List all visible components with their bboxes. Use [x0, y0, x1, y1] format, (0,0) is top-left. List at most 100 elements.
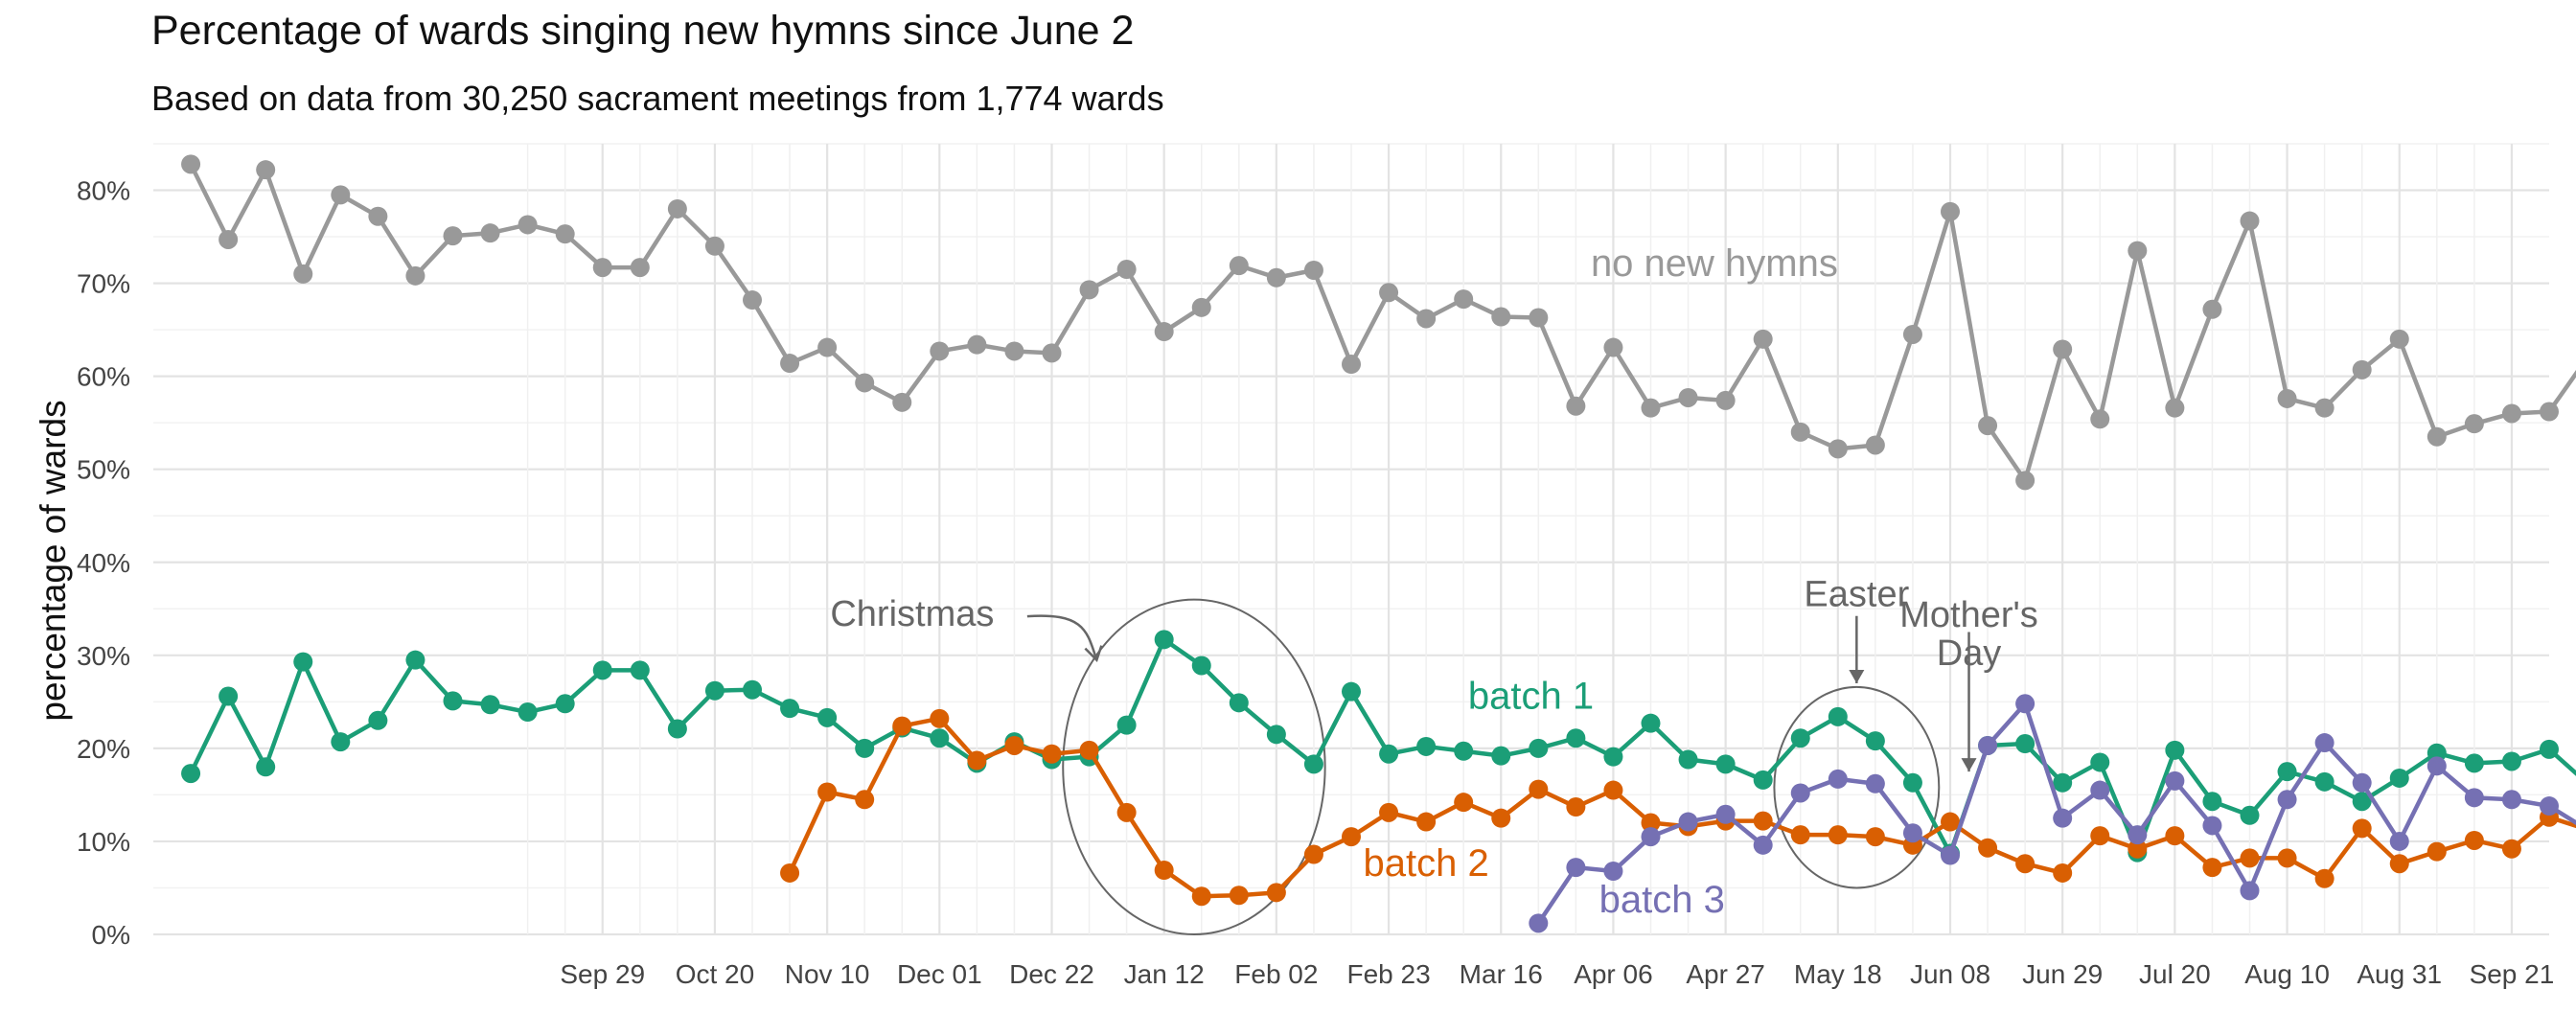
data-point-batch-3 — [2053, 808, 2073, 828]
data-point-no-new-hymns — [1491, 307, 1511, 327]
data-point-batch-2 — [1191, 886, 1211, 907]
data-point-batch-1 — [1753, 770, 1773, 790]
data-point-batch-1 — [256, 757, 276, 777]
data-point-batch-2 — [1342, 827, 1361, 847]
data-point-batch-1 — [2314, 771, 2334, 792]
data-point-batch-3 — [2277, 790, 2297, 810]
x-tick-label: Aug 10 — [2244, 959, 2330, 989]
data-point-batch-2 — [855, 790, 875, 810]
data-point-batch-2 — [1004, 735, 1024, 755]
data-point-batch-1 — [1828, 706, 1848, 726]
series-label-batch-1: batch 1 — [1468, 676, 1594, 718]
data-point-batch-2 — [1229, 886, 1249, 906]
data-point-no-new-hymns — [1303, 261, 1323, 280]
data-point-batch-1 — [443, 691, 463, 711]
data-point-batch-2 — [1828, 825, 1848, 845]
data-point-batch-2 — [1154, 861, 1174, 881]
series-batch-3 — [1529, 694, 2576, 933]
data-point-no-new-hymns — [1753, 329, 1773, 349]
data-point-batch-3 — [1790, 783, 1810, 803]
x-tick-label: Jul 20 — [2139, 959, 2211, 989]
data-point-no-new-hymns — [630, 258, 650, 278]
data-point-batch-2 — [1790, 825, 1810, 845]
data-point-no-new-hymns — [1603, 337, 1623, 357]
x-tick-label: Feb 23 — [1346, 959, 1430, 989]
data-point-no-new-hymns — [2389, 329, 2409, 349]
data-point-batch-3 — [1941, 845, 1960, 865]
data-point-batch-3 — [1828, 769, 1848, 789]
data-point-no-new-hymns — [2015, 471, 2036, 491]
data-point-batch-1 — [1342, 681, 1361, 702]
annotation-arrowhead-mothers-day — [1961, 758, 1977, 772]
y-tick-label: 20% — [77, 734, 130, 764]
y-tick-label: 30% — [77, 641, 130, 671]
data-point-batch-1 — [2165, 740, 2185, 760]
data-point-no-new-hymns — [1790, 422, 1810, 442]
data-point-batch-1 — [2277, 762, 2297, 782]
data-point-batch-2 — [1941, 812, 1960, 832]
series-label-no-new-hymns: no new hymns — [1591, 242, 1838, 285]
x-tick-label: Feb 02 — [1234, 959, 1318, 989]
data-point-batch-2 — [1491, 808, 1511, 828]
x-tick-label: Apr 06 — [1574, 959, 1653, 989]
data-point-batch-1 — [1902, 772, 1922, 793]
data-point-no-new-hymns — [555, 224, 575, 244]
data-point-no-new-hymns — [331, 185, 351, 205]
data-point-batch-2 — [1865, 827, 1885, 847]
data-point-no-new-hymns — [855, 373, 875, 393]
data-point-batch-2 — [1042, 744, 1062, 764]
data-point-batch-1 — [480, 695, 500, 715]
data-point-batch-2 — [2053, 862, 2073, 883]
data-point-batch-3 — [2090, 780, 2110, 800]
data-point-batch-2 — [2314, 868, 2334, 888]
data-point-batch-1 — [2501, 751, 2521, 771]
axis-tick-labels: 0% 10% 20% 30% 40% 50% 60% 70% 80% Sep 29 Oct 20 No… — [77, 176, 2554, 989]
data-point-batch-2 — [967, 750, 987, 770]
data-point-batch-2 — [1641, 813, 1661, 833]
data-point-no-new-hymns — [2426, 426, 2447, 447]
x-tick-label: Aug 31 — [2357, 959, 2442, 989]
y-tick-label: 60% — [77, 362, 130, 392]
data-point-batch-2 — [2352, 818, 2372, 839]
data-point-no-new-hymns — [704, 236, 724, 256]
series-layer — [181, 154, 2576, 933]
series-label-layer: no new hymns batch 1 batch 2 batch 3 — [1364, 242, 1838, 921]
x-tick-label: Nov 10 — [785, 959, 870, 989]
data-point-batch-1 — [2540, 739, 2559, 759]
y-tick-label: 80% — [77, 176, 130, 206]
data-point-no-new-hymns — [1191, 297, 1211, 317]
data-point-batch-2 — [2128, 839, 2148, 859]
series-batch-2 — [780, 708, 2576, 907]
data-point-no-new-hymns — [1678, 387, 1698, 407]
data-point-no-new-hymns — [1641, 398, 1661, 418]
data-point-no-new-hymns — [1379, 283, 1399, 303]
data-point-no-new-hymns — [817, 337, 838, 357]
data-point-batch-1 — [2240, 805, 2260, 825]
data-point-no-new-hymns — [967, 334, 987, 355]
data-point-no-new-hymns — [780, 354, 800, 374]
x-tick-label: Dec 22 — [1009, 959, 1094, 989]
data-point-batch-1 — [1865, 731, 1885, 751]
data-point-no-new-hymns — [368, 206, 388, 226]
data-point-batch-2 — [2501, 839, 2521, 859]
x-tick-label: Jun 29 — [2022, 959, 2103, 989]
data-point-batch-1 — [2053, 772, 2073, 793]
x-tick-label: Jun 08 — [1910, 959, 1990, 989]
data-point-batch-1 — [181, 764, 201, 784]
data-point-no-new-hymns — [1529, 308, 1549, 328]
data-point-batch-2 — [2090, 826, 2110, 846]
y-tick-label: 50% — [77, 455, 130, 485]
data-point-no-new-hymns — [592, 258, 612, 278]
data-point-no-new-hymns — [405, 265, 426, 286]
annotation-label-mothers-day: Mother's — [1899, 595, 2038, 635]
chart-subtitle: Based on data from 30,250 sacrament meet… — [151, 79, 1164, 118]
data-point-batch-1 — [855, 738, 875, 758]
data-point-batch-2 — [2389, 854, 2409, 874]
y-tick-label: 0% — [92, 920, 130, 950]
data-point-no-new-hymns — [2464, 414, 2484, 434]
data-point-batch-1 — [630, 660, 650, 680]
data-point-no-new-hymns — [2128, 241, 2148, 261]
data-point-batch-3 — [2128, 825, 2148, 845]
data-point-no-new-hymns — [1902, 324, 1922, 344]
data-point-no-new-hymns — [2090, 409, 2110, 429]
